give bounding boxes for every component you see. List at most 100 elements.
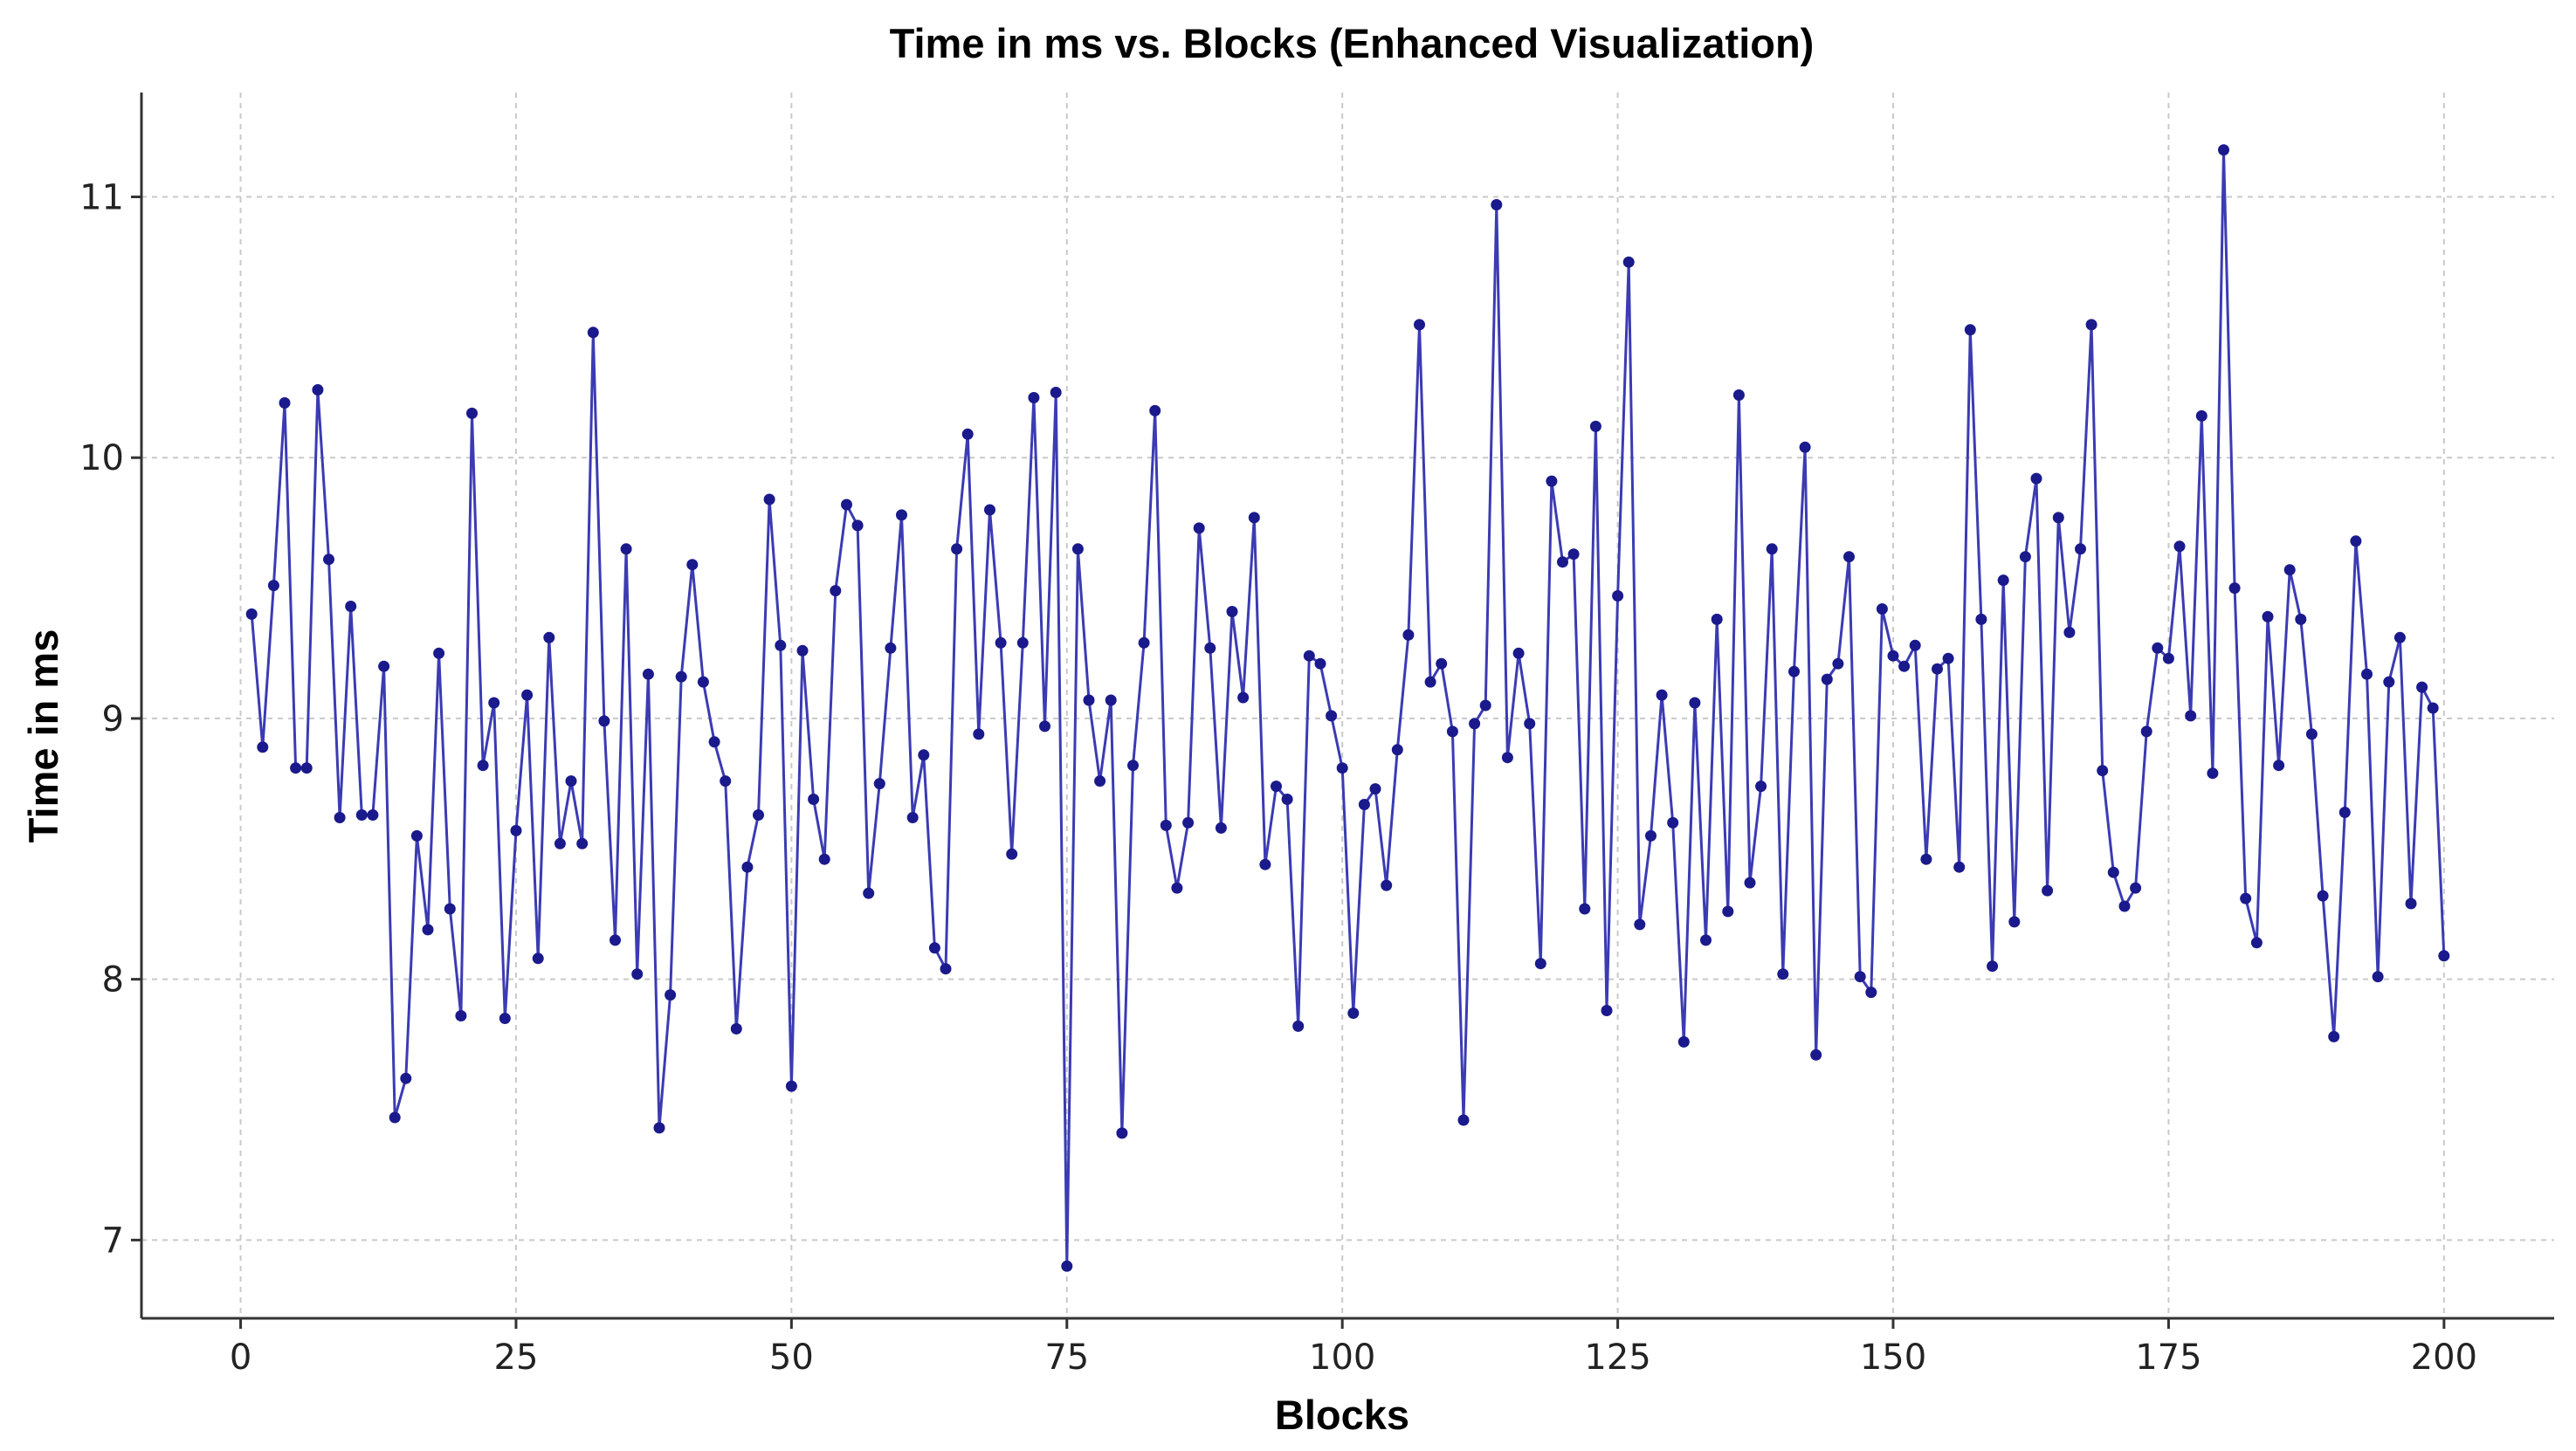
data-point [697, 676, 709, 688]
data-point [785, 1080, 797, 1092]
x-tick-label: 200 [2411, 1338, 2477, 1378]
data-point [1865, 987, 1877, 999]
data-point [323, 554, 334, 566]
data-point [1436, 657, 1448, 670]
data-point [554, 837, 566, 849]
data-point [610, 934, 621, 946]
data-point [1215, 822, 1227, 834]
data-point [808, 794, 820, 805]
y-tick-label: 9 [102, 699, 124, 739]
data-point [1512, 647, 1525, 659]
data-point [444, 903, 456, 915]
data-point [1942, 652, 1954, 664]
data-point [1953, 861, 1966, 873]
data-point [2228, 582, 2241, 595]
data-point [2075, 543, 2086, 555]
data-point [1755, 781, 1767, 793]
data-point [290, 762, 302, 774]
data-point [918, 749, 930, 761]
data-point [1006, 848, 1018, 860]
data-point [1105, 694, 1117, 706]
data-point [2085, 319, 2097, 331]
data-point [521, 689, 534, 701]
data-point [1932, 663, 1943, 675]
data-point [951, 543, 963, 555]
data-point [2372, 971, 2384, 983]
data-point [1314, 657, 1326, 670]
data-point [1920, 853, 1932, 865]
data-point [1182, 816, 1195, 829]
data-point [995, 636, 1007, 649]
data-point [1634, 918, 1646, 931]
data-point [245, 608, 258, 620]
data-point [2361, 668, 2373, 680]
data-point [896, 509, 907, 521]
data-point [730, 1022, 742, 1035]
data-point [1271, 781, 1282, 793]
x-tick-label: 100 [1309, 1338, 1375, 1378]
x-tick-label: 0 [230, 1338, 251, 1378]
data-point [355, 809, 368, 821]
data-point [2118, 900, 2131, 912]
data-point [2140, 726, 2152, 738]
data-point [720, 775, 732, 787]
data-point [389, 1111, 401, 1124]
data-point [1557, 556, 1568, 568]
data-point [1732, 389, 1745, 401]
data-point [565, 775, 577, 787]
data-point [1016, 636, 1029, 649]
data-point [2250, 937, 2263, 949]
data-point [2240, 892, 2252, 904]
data-point [1204, 642, 1216, 654]
data-point [642, 668, 654, 680]
data-point [1028, 392, 1040, 403]
data-point [422, 924, 434, 936]
data-point [257, 741, 269, 753]
data-point [1071, 543, 1084, 555]
data-point [1711, 613, 1723, 625]
data-point [1656, 689, 1668, 701]
axis-ticks: 0 25 50 75 100 125 150 175 200 7 8 9 10 11 [79, 177, 2477, 1378]
data-point [2030, 472, 2042, 485]
data-point [587, 327, 599, 339]
data-point [1854, 971, 1866, 983]
data-point [1722, 905, 1734, 918]
data-point [2173, 540, 2186, 553]
data-point [2162, 652, 2174, 664]
x-tick-label: 50 [769, 1338, 814, 1378]
data-point [686, 559, 699, 571]
data-point [753, 809, 764, 821]
data-point [1975, 613, 1987, 625]
data-point [1358, 799, 1370, 810]
data-point [928, 942, 940, 954]
data-point [1326, 710, 1338, 722]
data-point [1094, 775, 1106, 787]
data-point [906, 812, 919, 823]
data-point [1414, 319, 1425, 331]
y-tick-label: 10 [79, 438, 124, 478]
data-point [1876, 603, 1888, 615]
data-point [2328, 1030, 2340, 1042]
data-point [1248, 512, 1260, 524]
data-point [2295, 613, 2307, 625]
series-line [250, 148, 2446, 1268]
data-point [1579, 903, 1591, 915]
data-point [400, 1072, 412, 1084]
data-point [267, 580, 279, 592]
data-point [1116, 1127, 1128, 1139]
data-point [863, 887, 875, 899]
data-point [2383, 676, 2395, 688]
data-point [1469, 718, 1481, 730]
data-point [2052, 512, 2064, 524]
series-line-path [250, 148, 2446, 1268]
x-tick-label: 25 [494, 1338, 539, 1378]
data-point [1832, 657, 1844, 670]
data-point [312, 384, 324, 395]
x-axis-label: Blocks [1275, 1392, 1409, 1438]
data-point [775, 639, 787, 651]
data-point [300, 762, 313, 774]
data-point [1039, 720, 1050, 732]
data-point [2107, 866, 2119, 878]
x-tick-label: 175 [2135, 1338, 2201, 1378]
data-point [1424, 676, 1436, 688]
